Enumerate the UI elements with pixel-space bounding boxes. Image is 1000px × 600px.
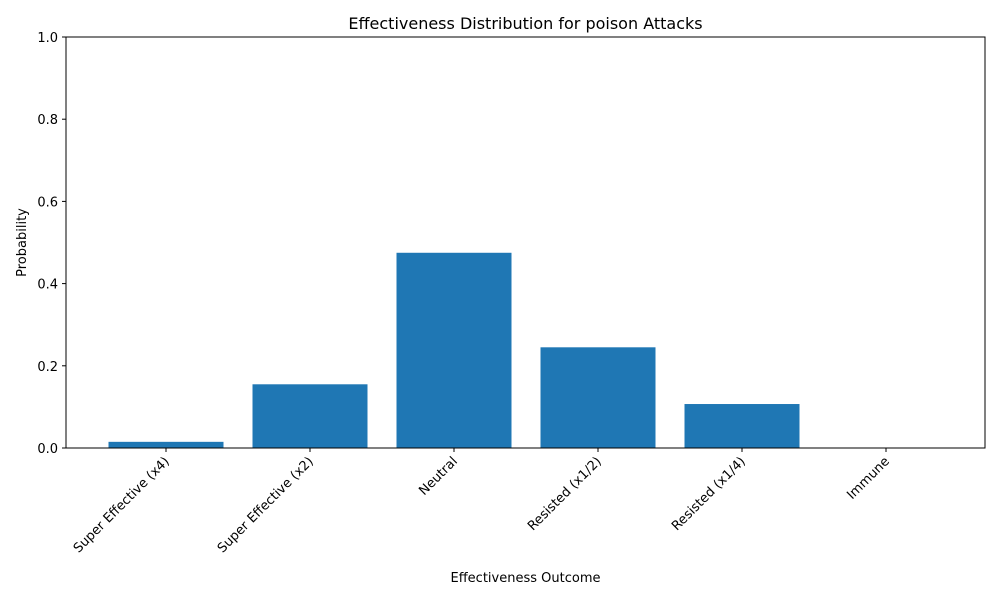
y-tick-label-4: 0.8: [37, 113, 58, 128]
x-tick-label-4: Resisted (x1/4): [669, 454, 749, 534]
bar-0: [108, 441, 224, 448]
bar-2: [396, 252, 512, 448]
y-tick-label-1: 0.2: [37, 360, 58, 375]
x-axis-label: Effectiveness Outcome: [451, 571, 601, 586]
bar-3: [540, 347, 656, 448]
y-tick-label-3: 0.6: [37, 195, 58, 210]
bar-1: [252, 384, 368, 448]
y-axis: 0.0 0.2 0.4 0.6 0.8 1.0: [37, 31, 66, 457]
x-tick-label-0: Super Effective (x4): [71, 454, 173, 556]
y-tick-label-5: 1.0: [37, 31, 58, 46]
x-tick-label-2: Neutral: [416, 454, 461, 499]
x-axis: Super Effective (x4) Super Effective (x2)…: [71, 448, 893, 556]
y-axis-label: Probability: [15, 208, 30, 277]
x-tick-label-5: Immune: [844, 454, 893, 503]
chart-title: Effectiveness Distribution for poison At…: [348, 14, 702, 33]
x-tick-label-1: Super Effective (x2): [215, 454, 317, 556]
x-tick-label-3: Resisted (x1/2): [525, 454, 605, 534]
y-tick-label-2: 0.4: [37, 278, 58, 293]
plot-frame: [65, 36, 986, 449]
bars-group: [108, 252, 800, 448]
bar-4: [684, 404, 800, 448]
y-tick-label-0: 0.0: [37, 442, 58, 457]
